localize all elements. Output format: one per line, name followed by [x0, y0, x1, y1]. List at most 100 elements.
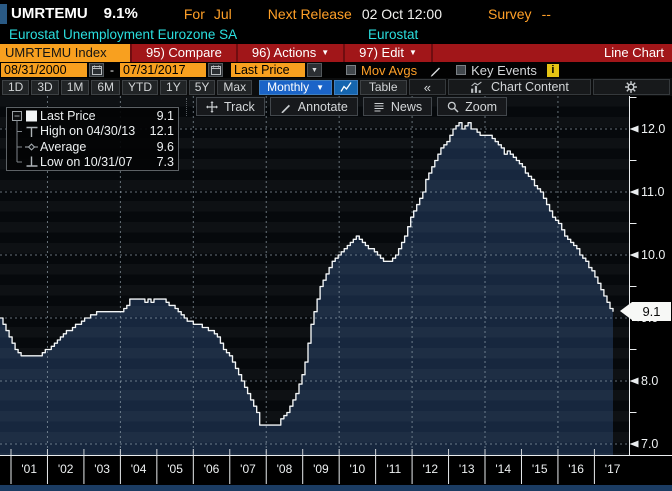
zoom-button[interactable]: Zoom: [437, 97, 508, 116]
chart-legend: Last Price 9.1 High on 04/30/13 12.1 Ave…: [6, 107, 179, 171]
draw-pencil-icon[interactable]: [429, 64, 442, 77]
legend-value: 9.1: [156, 108, 174, 123]
y-axis-label: 8.0: [641, 374, 659, 388]
price-field-select[interactable]: Last Price: [231, 63, 305, 77]
chevron-down-icon: ▼: [316, 82, 325, 92]
range-button-max[interactable]: Max: [217, 79, 253, 95]
panel-accent-marker: [0, 3, 7, 24]
range-button-6m[interactable]: 6M: [91, 79, 121, 95]
x-axis-label: '09: [313, 462, 329, 476]
range-button-ytd[interactable]: YTD: [122, 79, 159, 95]
chart-content-icon: [471, 81, 482, 93]
x-axis-label: '01: [21, 462, 38, 476]
x-axis-label: '05: [167, 462, 183, 476]
survey-value: --: [541, 5, 551, 22]
for-label: For: [183, 5, 205, 22]
y-axis-label: 7.0: [641, 437, 659, 451]
line-chart-type-button[interactable]: [334, 79, 358, 95]
compare-button[interactable]: 95) Compare: [130, 44, 236, 62]
key-events-toggle[interactable]: Key Events: [456, 63, 537, 78]
next-release-value: 02 Oct 12:00: [361, 5, 442, 22]
start-date-calendar-button[interactable]: [89, 63, 104, 77]
for-value: Jul: [213, 5, 232, 22]
x-axis-label: '10: [349, 462, 366, 476]
ticker-symbol: UMRTEMU: [11, 5, 88, 22]
chart-settings-button[interactable]: [592, 79, 670, 95]
security-tab[interactable]: UMRTEMU Index: [0, 44, 130, 62]
function-bar-spacer: [430, 44, 604, 62]
zoom-magnifier-icon: [447, 101, 459, 113]
end-date-input[interactable]: 07/31/2017: [120, 63, 206, 77]
track-button[interactable]: Track: [196, 97, 265, 116]
y-axis-label: 11.0: [641, 185, 665, 199]
chart-annotation-toolbar: Track Annotate News Zoom: [186, 97, 508, 116]
x-axis-label: '03: [94, 462, 110, 476]
actions-button[interactable]: 96) Actions ▼: [235, 44, 343, 62]
annotate-button[interactable]: Annotate: [269, 97, 358, 116]
legend-row-low[interactable]: Low on 10/31/07 7.3: [40, 155, 174, 171]
calendar-icon: [91, 65, 102, 75]
next-release-label: Next Release: [267, 5, 352, 22]
last-price-swatch-icon: [26, 110, 37, 122]
legend-row-high[interactable]: High on 04/30/13 12.1: [40, 124, 174, 140]
data-source: Eurostat: [368, 27, 419, 42]
legend-label: High on 04/30/13: [40, 124, 136, 139]
range-bar: 1D 3D 1M 6M YTD 1Y 5Y Max Monthly ▼ Table « Char…: [0, 78, 672, 96]
range-button-1d[interactable]: 1D: [2, 79, 30, 95]
line-chart-icon: [340, 82, 352, 92]
x-axis-label: '11: [386, 462, 402, 476]
high-marker-icon: [26, 126, 38, 137]
mov-avgs-checkbox[interactable]: [346, 65, 356, 75]
survey-label: Survey: [487, 5, 532, 22]
table-button[interactable]: Table: [359, 79, 407, 95]
price-field-dropdown-button[interactable]: ▼: [307, 63, 322, 77]
legend-tree-markers: [12, 110, 38, 167]
mov-avgs-label: Mov Avgs: [361, 62, 418, 78]
last-price-flag-arrow: [620, 302, 632, 320]
last-price-flag: 9.1: [632, 302, 671, 321]
range-button-3d[interactable]: 3D: [31, 79, 59, 95]
range-button-1m[interactable]: 1M: [60, 79, 90, 95]
ticker-value: 9.1%: [103, 5, 138, 22]
x-axis-label: '17: [604, 462, 621, 476]
end-date-calendar-button[interactable]: [208, 63, 223, 77]
toolbar-grip[interactable]: [186, 97, 189, 116]
range-button-1y[interactable]: 1Y: [160, 79, 187, 95]
chevron-down-icon: ▼: [408, 48, 417, 57]
edit-button[interactable]: 97) Edit ▼: [343, 44, 431, 62]
legend-value: 7.3: [156, 155, 174, 170]
legend-row-last-price[interactable]: Last Price 9.1: [40, 108, 174, 124]
x-axis-label: '16: [568, 462, 584, 476]
period-select[interactable]: Monthly ▼: [259, 79, 333, 95]
security-description: Eurostat Unemployment Eurozone SA: [9, 27, 238, 42]
x-axis-label: '06: [203, 462, 220, 476]
chart-content-button[interactable]: Chart Content: [448, 79, 591, 95]
info-icon[interactable]: i: [546, 63, 559, 77]
news-lines-icon: [374, 102, 384, 111]
description-bar: Eurostat Unemployment Eurozone SA Eurost…: [0, 27, 672, 44]
ticker-bar: UMRTEMU 9.1% For Jul Next Release 02 Oct…: [0, 0, 672, 27]
range-button-group: 1D 3D 1M 6M YTD 1Y 5Y Max: [2, 79, 254, 95]
x-axis-label: '12: [422, 462, 439, 476]
legend-value: 9.6: [156, 139, 174, 154]
x-axis-label: '15: [531, 462, 548, 476]
x-axis-labels: '01 '02 '03 '04 '05 '06 '07 '08 '09 '10 '11 '12 '13 '…: [0, 455, 672, 485]
news-button[interactable]: News: [362, 97, 433, 116]
legend-value: 12.1: [149, 124, 174, 139]
range-button-5y[interactable]: 5Y: [188, 79, 216, 95]
chart-view-label: Line Chart: [604, 45, 664, 60]
x-axis-label: '04: [130, 462, 147, 476]
legend-row-average[interactable]: Average 9.6: [40, 139, 174, 155]
gear-icon: [625, 81, 638, 93]
legend-label: Last Price: [40, 108, 96, 123]
track-crosshair-icon: [206, 100, 218, 113]
x-axis-label: '13: [458, 462, 475, 476]
key-events-checkbox[interactable]: [456, 65, 467, 75]
mov-avgs-toggle[interactable]: Mov Avgs: [346, 63, 417, 78]
y-axis-label: 10.0: [641, 248, 666, 262]
legend-label: Low on 10/31/07: [40, 155, 133, 170]
start-date-input[interactable]: 08/31/2000: [1, 63, 87, 77]
chevron-down-icon: ▼: [321, 48, 330, 57]
collapse-panel-button[interactable]: «: [408, 79, 447, 95]
y-axis-label: 12.0: [641, 122, 666, 136]
